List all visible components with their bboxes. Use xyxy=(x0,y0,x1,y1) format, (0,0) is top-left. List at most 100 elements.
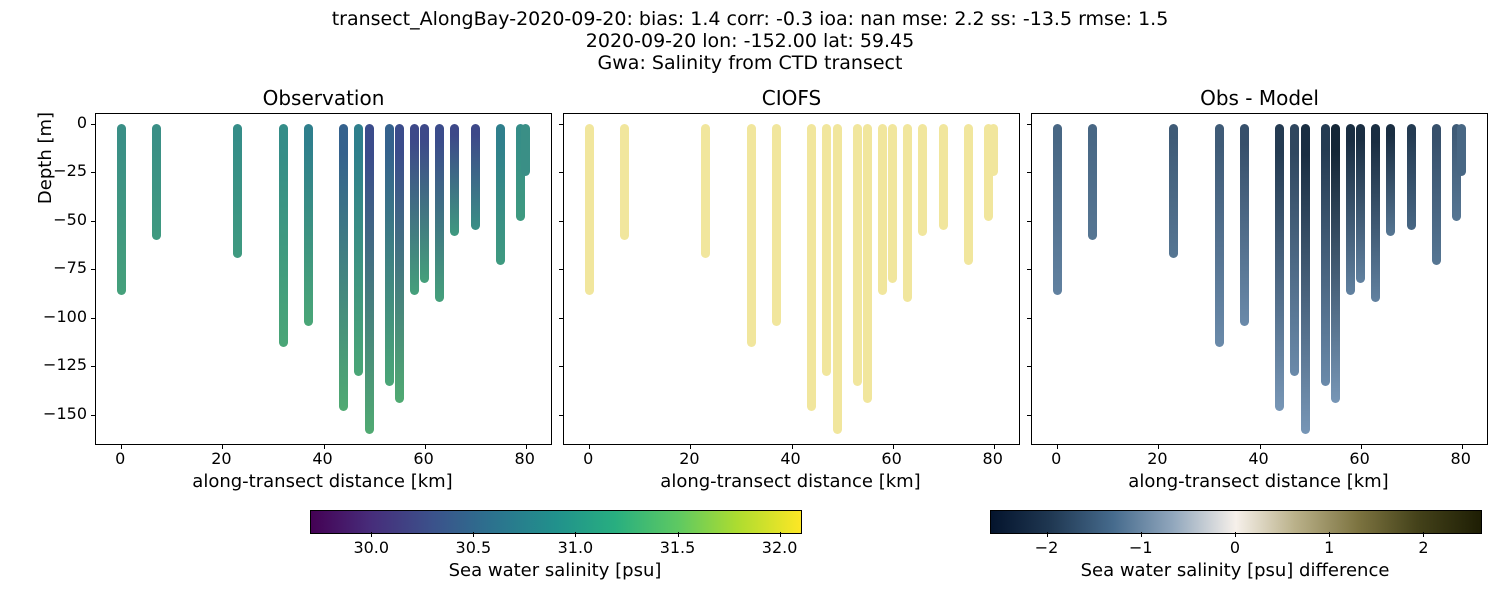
colorbar-tick-mark xyxy=(1235,532,1236,537)
transect-profile xyxy=(152,124,161,240)
chart-panel: CIOFS xyxy=(563,113,1020,445)
x-axis-label: along-transect distance [km] xyxy=(1031,471,1486,492)
transect-profile xyxy=(365,124,374,435)
ytick-mark xyxy=(1027,221,1032,222)
ytick-label: −75 xyxy=(53,258,87,277)
xtick-label: 0 xyxy=(1036,449,1076,468)
ytick-mark xyxy=(559,221,564,222)
transect-profile xyxy=(1457,124,1466,176)
x-axis-label: along-transect distance [km] xyxy=(95,471,550,492)
figure: transect_AlongBay-2020-09-20: bias: 1.4 … xyxy=(0,0,1500,600)
transect-profile xyxy=(1432,124,1441,266)
transect-profile xyxy=(354,124,363,376)
xtick-label: 80 xyxy=(505,449,545,468)
xtick-label: 0 xyxy=(568,449,608,468)
colorbar-tick-label: −1 xyxy=(1116,538,1166,557)
colorbar-tick-label: 30.5 xyxy=(448,538,498,557)
transect-profile xyxy=(496,124,505,266)
colorbar-tick-mark xyxy=(1329,532,1330,537)
ytick-mark xyxy=(559,415,564,416)
transect-profile xyxy=(1053,124,1062,295)
ytick-label: −150 xyxy=(43,404,87,423)
xtick-label: 20 xyxy=(669,449,709,468)
transect-profile xyxy=(1275,124,1284,411)
figure-suptitle-line: transect_AlongBay-2020-09-20: bias: 1.4 … xyxy=(0,8,1500,30)
xtick-label: 0 xyxy=(100,449,140,468)
figure-suptitle-line: Gwa: Salinity from CTD transect xyxy=(0,52,1500,74)
ytick-mark xyxy=(1027,269,1032,270)
ytick-mark xyxy=(1027,172,1032,173)
ytick-mark xyxy=(91,415,96,416)
ytick-mark xyxy=(91,221,96,222)
colorbar-salinity xyxy=(310,510,802,534)
ytick-mark xyxy=(559,124,564,125)
x-axis-label: along-transect distance [km] xyxy=(563,471,1018,492)
transect-profile xyxy=(395,124,404,404)
transect-profile xyxy=(420,124,429,283)
xtick-label: 80 xyxy=(1441,449,1481,468)
colorbar-tick-mark xyxy=(780,532,781,537)
transect-profile xyxy=(304,124,313,326)
colorbar-tick-mark xyxy=(1423,532,1424,537)
transect-profile xyxy=(435,124,444,303)
ytick-mark xyxy=(1027,415,1032,416)
transect-profile xyxy=(1371,124,1380,303)
panel-title: CIOFS xyxy=(564,86,1019,110)
xtick-label: 40 xyxy=(303,449,343,468)
xtick-label: 60 xyxy=(1340,449,1380,468)
xtick-label: 80 xyxy=(973,449,1013,468)
ytick-mark xyxy=(1027,366,1032,367)
colorbar-tick-mark xyxy=(371,532,372,537)
transect-profile xyxy=(964,124,973,266)
xtick-label: 40 xyxy=(771,449,811,468)
ytick-label: −125 xyxy=(43,355,87,374)
colorbar-tick-mark xyxy=(1047,532,1048,537)
transect-profile xyxy=(878,124,887,295)
transect-profile xyxy=(1356,124,1365,283)
xtick-label: 60 xyxy=(872,449,912,468)
figure-suptitle-line: 2020-09-20 lon: -152.00 lat: 59.45 xyxy=(0,30,1500,52)
transect-profile xyxy=(888,124,897,283)
colorbar-tick-label: 1 xyxy=(1304,538,1354,557)
ytick-mark xyxy=(1027,124,1032,125)
colorbar-tick-label: 31.0 xyxy=(550,538,600,557)
colorbar-tick-label: 2 xyxy=(1398,538,1448,557)
transect-profile xyxy=(233,124,242,258)
ytick-mark xyxy=(91,318,96,319)
colorbar-tick-label: 32.0 xyxy=(755,538,805,557)
ytick-mark xyxy=(1027,318,1032,319)
panel-title: Obs - Model xyxy=(1032,86,1487,110)
transect-profile xyxy=(117,124,126,295)
colorbar-tick-mark xyxy=(678,532,679,537)
ytick-label: −25 xyxy=(53,161,87,180)
colorbar-tick-label: 0 xyxy=(1210,538,1260,557)
colorbar-tick-label: 30.0 xyxy=(346,538,396,557)
ytick-label: −50 xyxy=(53,210,87,229)
transect-profile xyxy=(450,124,459,237)
transect-profile xyxy=(989,124,998,176)
transect-profile xyxy=(1215,124,1224,347)
transect-profile xyxy=(1321,124,1330,386)
xtick-label: 60 xyxy=(404,449,444,468)
ytick-mark xyxy=(559,269,564,270)
transect-profile xyxy=(1301,124,1310,435)
transect-profile xyxy=(1088,124,1097,240)
colorbar-tick-mark xyxy=(1141,532,1142,537)
transect-profile xyxy=(903,124,912,303)
colorbar-tick-mark xyxy=(575,532,576,537)
transect-profile xyxy=(853,124,862,386)
chart-panel: Observation xyxy=(95,113,552,445)
colorbar-tick-label: −2 xyxy=(1022,538,1072,557)
y-axis-label: Depth [m] xyxy=(35,0,56,323)
chart-panel: Obs - Model xyxy=(1031,113,1488,445)
ytick-label: 0 xyxy=(77,113,87,132)
transect-profile xyxy=(747,124,756,347)
transect-profile xyxy=(918,124,927,237)
ytick-mark xyxy=(91,172,96,173)
transect-profile xyxy=(1407,124,1416,231)
colorbar-label: Sea water salinity [psu] xyxy=(310,560,800,581)
transect-profile xyxy=(807,124,816,411)
panel-title: Observation xyxy=(96,86,551,110)
transect-profile xyxy=(471,124,480,231)
transect-profile xyxy=(1240,124,1249,326)
